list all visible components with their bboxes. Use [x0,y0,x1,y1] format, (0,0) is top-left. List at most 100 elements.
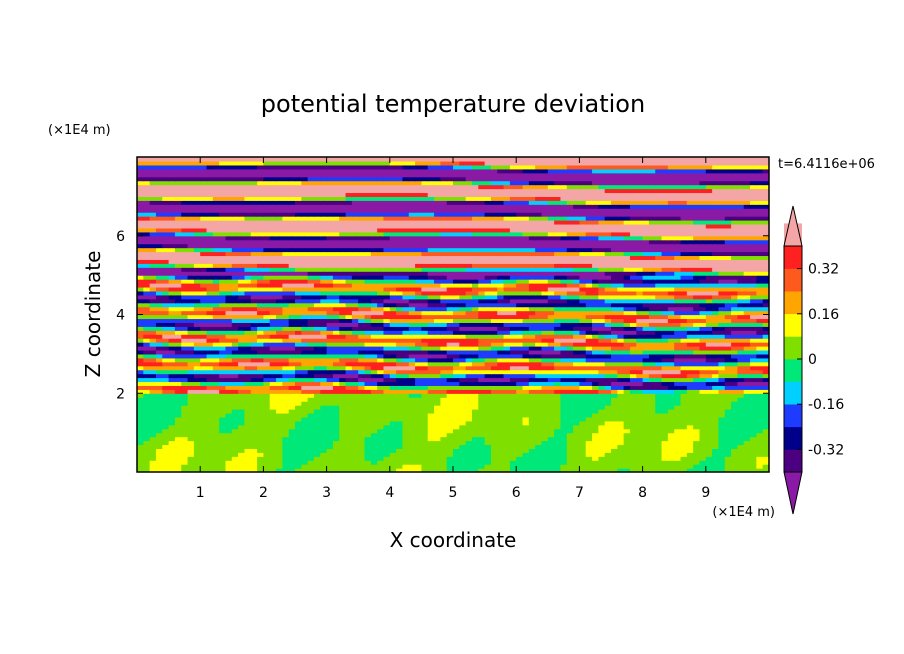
heat-cell [490,424,498,430]
heat-cell [674,464,682,469]
heat-cell [629,318,637,323]
heat-cell [655,334,663,339]
heat-cell [522,349,530,355]
heat-cell [351,444,359,449]
heat-cell [541,428,549,434]
heat-cell [611,310,618,316]
heat-cell [219,464,227,469]
heat-cell [345,369,353,375]
heat-cell [737,401,745,406]
heat-cell [389,373,397,379]
heat-cell [339,298,347,304]
heat-cell [598,283,606,288]
heat-cell [408,389,416,394]
heat-cell [522,424,530,430]
heat-cell [288,401,296,406]
heat-cell [149,385,157,390]
heat-cell [712,440,720,446]
heat-cell [712,401,720,406]
heat-cell [604,468,612,472]
heat-cell [579,452,587,457]
heat-cell [490,401,498,406]
heat-cell [143,290,151,296]
heat-cell [206,436,214,442]
heat-cell [623,279,631,284]
heat-cell [686,377,694,383]
heat-cell [465,444,473,449]
heat-cell [415,464,422,469]
heat-cell [592,342,599,347]
heat-cell [313,409,321,414]
heat-cell [257,286,264,292]
heat-cell [212,385,220,390]
heat-cell [648,389,656,394]
heat-cell [162,444,170,449]
heat-cell [453,428,460,434]
heat-cell [181,409,189,414]
heat-cell [750,346,757,351]
heat-cell [389,444,397,449]
heat-cell [225,342,233,347]
heat-cell [648,283,656,288]
heat-cell [238,432,246,438]
heat-cell [648,369,656,375]
heat-cell [629,357,637,363]
heat-cell [288,361,296,367]
heat-cell [421,460,429,465]
heat-cell [351,275,359,280]
heat-cell [699,330,707,335]
heat-cell [408,405,416,410]
heat-cell [667,397,675,402]
heat-cell [724,381,732,386]
heat-cell [206,353,214,359]
heat-cell [276,377,283,383]
heat-cell [244,412,252,418]
heat-cell [231,369,239,375]
heat-cell [415,290,422,296]
heat-cell [421,412,429,418]
heat-cell [206,397,214,402]
heat-cell [206,452,214,457]
heat-cell [471,377,479,383]
heat-cell [181,298,189,304]
heat-cell [351,310,359,316]
heat-cell [636,365,644,371]
heat-cell [737,436,745,442]
heat-cell [686,420,694,426]
heat-cell [282,279,290,284]
heat-cell [592,428,599,434]
heat-cell [617,393,625,398]
heat-cell [143,432,151,438]
heat-cell [718,369,726,375]
heat-cell [598,338,606,343]
heat-cell [358,428,366,434]
heat-cell [459,306,467,312]
heat-cell [440,302,448,308]
heat-cell [415,283,422,288]
heat-cell [573,389,580,394]
heat-cell [257,412,264,418]
heat-cell [168,409,176,414]
heat-cell [522,365,530,371]
heat-cell [522,405,530,410]
heat-cell [446,310,454,316]
heat-cell [143,294,151,300]
heat-cell [750,464,757,469]
heat-cell [503,342,511,347]
heat-cell [408,286,416,292]
heat-cell [598,397,606,402]
heat-cell [137,361,144,367]
heat-cell [168,385,176,390]
heat-cell [636,409,644,414]
heat-cell [174,440,182,446]
heat-cell [307,424,315,430]
heat-cell [225,389,233,394]
heat-cell [490,357,498,363]
heat-cell [408,412,416,418]
heat-cell [219,338,227,343]
heat-cell [269,369,277,375]
heat-cell [535,377,543,383]
heat-cell [402,361,410,367]
heat-cell [731,377,738,383]
heat-cell [471,353,479,359]
